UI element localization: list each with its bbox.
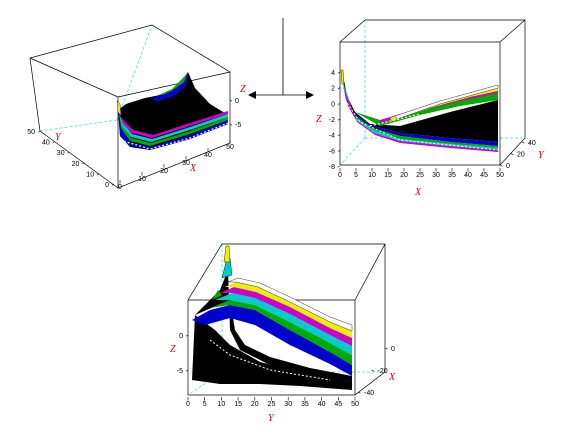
x-tick-label: 40	[464, 172, 472, 179]
x-tick-label: 50	[226, 144, 234, 151]
box-edge	[29, 24, 231, 189]
z-tick-label: 0	[331, 101, 335, 108]
y-tick-label: 50	[27, 129, 35, 136]
y-tick-label: 50	[351, 401, 359, 408]
z-tick-label: -4	[329, 133, 335, 140]
x-tick-label: -40	[364, 390, 374, 397]
x-axis-label: X	[414, 187, 422, 198]
tick-mark	[357, 391, 361, 394]
z-tick-label: -5	[235, 122, 241, 129]
y-tick-label: 10	[218, 401, 226, 408]
x-tick-label: 0	[118, 184, 122, 191]
y-tick-label: 45	[334, 401, 342, 408]
z-tick-label: -6	[329, 148, 335, 155]
tick-mark	[229, 99, 233, 102]
tick-mark	[185, 369, 189, 372]
tick-mark	[337, 103, 341, 105]
tick-mark	[521, 141, 525, 144]
arrow-right-icon	[306, 91, 314, 99]
x-tick-label: 15	[384, 172, 392, 179]
x-axis-label: X	[189, 163, 197, 174]
arrow-left-icon	[248, 91, 256, 99]
tick-mark	[37, 130, 41, 133]
y-tick-label: 35	[301, 401, 309, 408]
y-tick-label: 30	[284, 401, 292, 408]
x-axis-label: X	[388, 372, 396, 383]
z-axis-label: Z	[316, 114, 322, 125]
plot-panel-3: 0 -20 -40 0 5 10 15 20 25 30 35 40 45 50 0 -5 X Y Z	[170, 243, 396, 424]
x-tick-label: 45	[480, 172, 488, 179]
z-tick-label: 0	[235, 98, 239, 105]
tick-mark	[499, 164, 503, 167]
tick-mark	[97, 173, 100, 175]
tick-mark	[52, 141, 55, 144]
tick-mark	[111, 183, 115, 186]
surface-mesh	[340, 69, 499, 152]
x-tick-label: 30	[432, 172, 440, 179]
tick-mark	[229, 123, 233, 126]
surface-mesh	[116, 72, 229, 150]
y-tick-label: 30	[57, 150, 65, 157]
tick-mark	[185, 334, 189, 337]
tick-mark	[337, 71, 341, 74]
y-tick-label: 5	[203, 401, 207, 408]
y-axis-label: Y	[55, 132, 62, 143]
y-tick-label: 0	[105, 182, 109, 189]
z-tick-label: 0	[179, 333, 183, 340]
x-tick-label: 10	[368, 172, 376, 179]
tick-mark	[337, 134, 341, 137]
x-tick-label: 20	[160, 168, 168, 175]
z-tick-label: -5	[177, 368, 183, 375]
x-tick-label: 25	[416, 172, 424, 179]
z-tick-label: -2	[329, 117, 335, 124]
y-tick-label: 20	[517, 152, 525, 159]
z-axis-label: Z	[170, 344, 176, 355]
y-tick-label: 40	[318, 401, 326, 408]
x-tick-label: 35	[448, 172, 456, 179]
x-tick-label: 5	[354, 172, 358, 179]
z-tick-label: -8	[329, 164, 335, 171]
x-tick-label: 0	[391, 346, 395, 353]
plot-panel-1: 0 10 20 30 40 50 0 10 20 30 40 50 0 -5 X Y Z	[27, 18, 314, 191]
tick-mark	[337, 165, 341, 168]
x-tick-label: 10	[138, 176, 146, 183]
z-tick-label: 2	[331, 86, 335, 93]
x-tick-label: -20	[378, 368, 388, 375]
tick-mark	[337, 87, 341, 90]
x-tick-label: 40	[204, 152, 212, 159]
y-axis-label: Y	[268, 413, 275, 424]
z-axis-label: Z	[240, 84, 246, 95]
tick-mark	[337, 118, 341, 121]
tick-mark	[371, 369, 375, 372]
y-tick-label: 25	[268, 401, 276, 408]
x-tick-label: 0	[338, 172, 342, 179]
y-tick-label: 40	[528, 140, 536, 147]
z-tick-label: 4	[331, 70, 335, 77]
surface-mesh	[192, 245, 353, 390]
y-tick-label: 20	[72, 161, 80, 168]
x-tick-label: 50	[496, 172, 504, 179]
x-tick-label: 30	[182, 160, 190, 167]
y-tick-label: 20	[251, 401, 259, 408]
y-tick-label: 15	[234, 401, 242, 408]
y-tick-label: 0	[186, 401, 190, 408]
tick-mark	[384, 347, 388, 350]
x-tick-label: 20	[400, 172, 408, 179]
tick-mark	[337, 150, 341, 152]
y-axis-label: Y	[538, 150, 545, 161]
y-tick-label: 40	[42, 140, 50, 147]
tick-mark	[82, 162, 85, 165]
tick-mark	[67, 151, 70, 154]
y-tick-label: 0	[506, 163, 510, 170]
tick-mark	[510, 153, 514, 155]
y-tick-label: 10	[86, 171, 94, 178]
